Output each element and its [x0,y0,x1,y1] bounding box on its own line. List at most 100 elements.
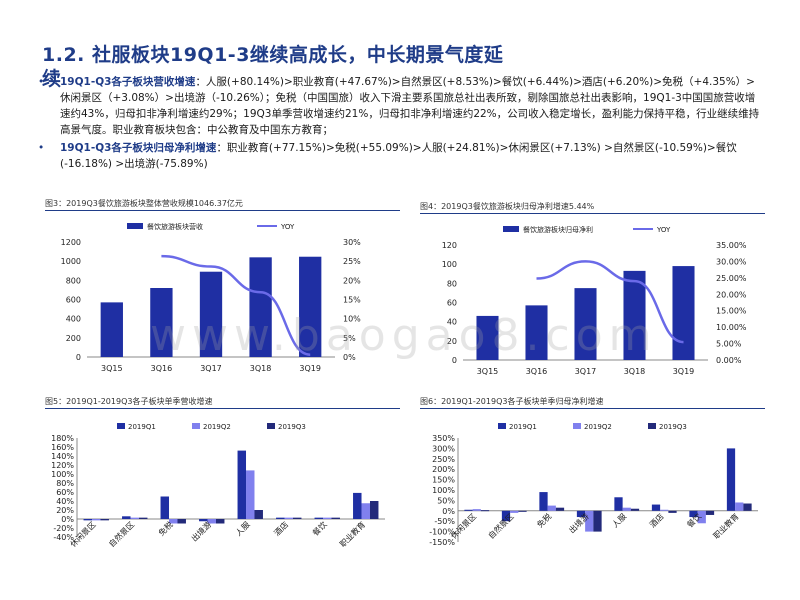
y-tick-label: -40% [53,533,74,542]
y2-tick-label: 5% [343,334,356,343]
bar [323,517,332,519]
x-tick-label: 3Q19 [299,364,321,373]
bar [574,288,597,360]
y2-tick-label: 35.00% [716,241,747,250]
x-tick-label: 3Q16 [151,364,173,373]
bar [249,257,272,357]
legend-swatch [498,423,506,429]
bar [518,510,527,512]
bar [160,496,170,519]
x-tick-label: 餐饮 [310,519,328,537]
bar [284,517,293,519]
bar [614,497,623,511]
bar [726,448,736,511]
x-tick-label: 人服 [610,512,628,530]
bar [100,302,123,357]
y-tick-label: 50% [437,496,455,505]
x-tick-label: 酒店 [272,519,290,537]
figure-caption: 图6：2019Q1-2019Q3各子板块单季归母净利增速 [420,397,604,406]
chart-fig5: -40% -20% 0% 20% 40% 60% 80% 100% 120% 140% 160% 18… [45,412,395,572]
chart-fig6: -150% -100% -50% 0% 50% 100% 150% 200% 250% 300% 3… [418,412,768,577]
figure-4: 图4：2019Q3餐饮旅游板块归母净利增速5.44% [420,201,594,212]
y2-tick-label: 10.00% [716,323,747,332]
bar [743,503,752,511]
x-tick-label: 3Q15 [477,367,499,376]
caption-divider [420,213,765,214]
chart-fig5-svg: -40%-20%0%20%40%60%80%100%120%140%160%18… [51,423,385,549]
x-tick-label: 3Q18 [250,364,272,373]
legend-swatch [648,423,656,429]
yoy-line [536,260,684,344]
y-tick-label: 400 [66,315,81,324]
bar [660,509,669,511]
page-title: 1.2. 社服板块19Q1-3继续高成长，中长期景气度延 [42,44,504,66]
chart-fig6-svg: -150%-100% -50%0% 50%100%150% 200%250% 300%3… [429,423,758,547]
x-tick-label: 3Q18 [624,367,646,376]
y-tick-label: 40 [447,318,457,327]
y2-tick-label: 25% [343,257,361,266]
bar [668,510,677,513]
x-tick-label: 自然景区 [486,511,516,541]
y-tick-label: 60 [447,299,457,308]
y-tick-label: 100% [51,470,74,479]
y-tick-label: 120% [51,461,74,470]
y-tick-label: -20% [53,524,74,533]
y2-tick-label: 20.00% [716,290,747,299]
bar [237,450,247,519]
caption-divider [45,408,400,409]
bar [199,519,208,522]
figure-caption: 图3：2019Q3餐饮旅游板块整体营收规模1046.37亿元 [45,199,243,208]
bar [464,509,473,511]
y-tick-label: 200 [66,334,81,343]
chart-fig4: 0 20 40 60 80 100 120 0.00% 5.00% 10.00% 15.00% 20.… [418,217,768,387]
y-tick-label: 350% [432,434,455,443]
bar [207,519,216,524]
caption-divider [420,408,765,409]
y-tick-label: 1200 [61,238,81,247]
bar [299,256,322,357]
bullet-list: • 19Q1-Q3各子板块营收增速：人服(+80.14%)>职业教育(+47.6… [38,74,762,174]
x-tick-label: 3Q16 [526,367,548,376]
y-tick-label: -150% [429,538,455,547]
bar [623,270,646,360]
x-tick-label: 免税 [535,511,553,529]
chart-fig3-svg: 0 200 400 600 800 1000 1200 0% 5% 10% 15% 20% 25% 30%… [61,222,362,373]
bar [292,517,302,519]
figure-caption: 图4：2019Q3餐饮旅游板块归母净利增速5.44% [420,202,595,211]
y-tick-label: 20 [447,337,457,346]
bar [331,517,340,519]
y-tick-label: 20% [56,506,74,515]
legend-swatch-bar [503,226,519,232]
y2-tick-label: 10% [343,315,361,324]
legend-label: 餐饮旅游板块营收 [147,222,203,231]
figure-3: 图3：2019Q3餐饮旅游板块整体营收规模1046.37亿元 [45,198,243,209]
bar [510,510,519,513]
bar [705,510,715,515]
y-tick-label: 250% [432,455,455,464]
chart-fig4-svg: 0 20 40 60 80 100 120 0.00% 5.00% 10.00% 15.00% 20.… [442,225,747,376]
y-tick-label: 60% [56,488,74,497]
bar [593,510,602,532]
x-tick-label: 人服 [234,520,252,538]
legend-swatch [117,423,125,429]
bullet-dot-icon: • [38,76,45,88]
x-tick-label: 酒店 [647,511,665,529]
page-title-continuation: 续 [42,68,62,90]
bar [585,510,594,532]
y-tick-label: 1000 [61,257,81,266]
bar [576,510,586,518]
bar [735,502,744,511]
yoy-line [161,254,311,356]
bar [361,503,370,519]
y-tick-label: 100% [432,486,455,495]
figure-caption: 图5：2019Q1-2019Q3各子板块单季营收增速 [45,397,213,406]
y-tick-label: 180% [51,434,74,443]
bar [353,492,362,519]
figure-5: 图5：2019Q1-2019Q3各子板块单季营收增速 [45,396,212,407]
bar [622,507,631,511]
legend-label: 2019Q1 [509,423,537,431]
legend-label: YOY [656,226,671,234]
y2-tick-label: 20% [343,276,361,285]
bar [130,517,139,519]
y-tick-label: 600 [66,296,81,305]
